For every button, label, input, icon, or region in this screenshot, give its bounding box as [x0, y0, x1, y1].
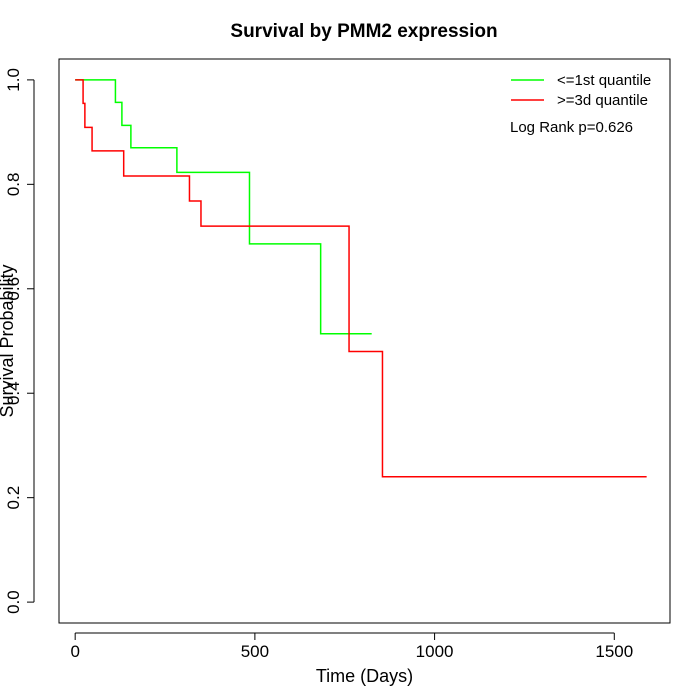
series-group [75, 79, 647, 478]
y-tick-label: 0.4 [4, 381, 23, 405]
y-axis: 0.0 0.2 0.4 0.6 0.8 1.0 [4, 68, 35, 614]
x-tick-label: 1000 [416, 642, 454, 661]
y-tick-label: 0.6 [4, 277, 23, 301]
x-tick-label: 0 [70, 642, 79, 661]
log-rank-annotation: Log Rank p=0.626 [510, 119, 633, 136]
y-axis-label: Survival Probability [0, 264, 17, 417]
legend: <=1st quantile >=3d quantile [511, 72, 651, 109]
series-line [75, 79, 372, 335]
y-tick-label: 0.2 [4, 486, 23, 510]
y-tick-label: 0.0 [4, 590, 23, 614]
legend-label: >=3d quantile [557, 92, 648, 109]
plot-frame [58, 58, 671, 624]
chart-title: Survival by PMM2 expression [230, 21, 497, 42]
x-axis: 0 500 1000 1500 [70, 632, 633, 661]
series-line [75, 79, 647, 478]
x-tick-label: 500 [241, 642, 269, 661]
y-tick-label: 1.0 [4, 68, 23, 92]
legend-label: <=1st quantile [557, 72, 651, 89]
x-tick-label: 1500 [595, 642, 633, 661]
x-axis-label: Time (Days) [316, 666, 413, 686]
y-tick-label: 0.8 [4, 173, 23, 197]
